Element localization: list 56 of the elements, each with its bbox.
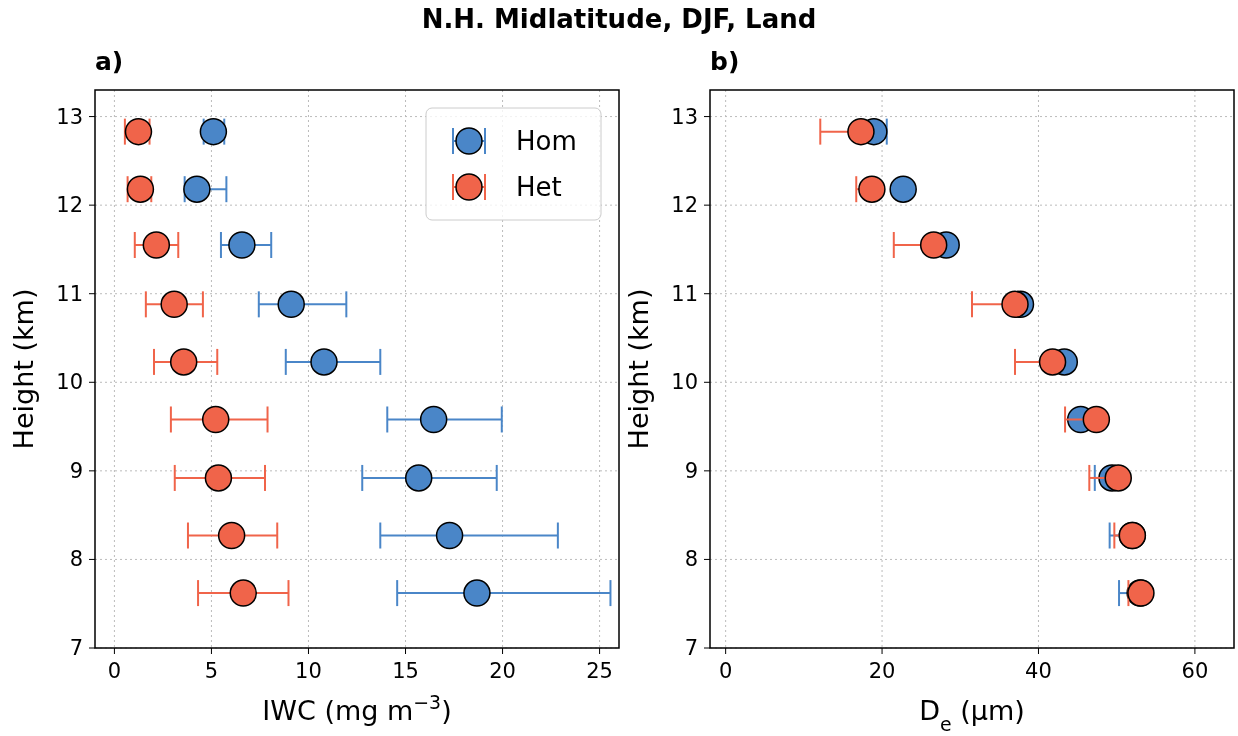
y-tick-label: 11 [56, 281, 83, 306]
point [1104, 464, 1132, 492]
point [404, 464, 433, 492]
point [183, 175, 211, 203]
x-tick-label: 25 [586, 659, 613, 683]
y-axis-title: Height (km) [8, 288, 39, 450]
point [1038, 348, 1067, 376]
point [201, 405, 230, 434]
y-tick-label: 9 [69, 458, 83, 483]
x-tick-label: 20 [489, 659, 516, 683]
y-tick-label: 7 [69, 636, 83, 660]
x-axis-title: D$_{e}$ (µm) [919, 695, 1025, 735]
point [277, 290, 305, 319]
y-tick-label: 13 [56, 104, 83, 129]
y-tick-label: 11 [671, 281, 698, 306]
point [228, 231, 256, 259]
point [858, 175, 886, 203]
y-tick-label: 12 [671, 193, 698, 218]
point [169, 348, 198, 376]
y-tick-label: 13 [671, 104, 698, 129]
y-tick-label: 8 [684, 547, 698, 572]
y-tick-label: 9 [684, 458, 698, 483]
y-axis-title: Height (km) [623, 288, 654, 450]
point [160, 290, 188, 319]
legend-label: Het [516, 172, 562, 202]
point [1082, 405, 1111, 434]
point [142, 231, 171, 259]
x-tick-label: 0 [107, 659, 122, 683]
point [419, 405, 448, 434]
x-tick-label: 60 [1181, 659, 1209, 683]
y-tick-label: 7 [684, 636, 698, 660]
point [435, 521, 464, 550]
point [217, 521, 246, 550]
x-tick-label: 20 [868, 659, 896, 683]
chart-title: b) [710, 47, 740, 76]
point [1001, 290, 1029, 319]
legend-label: Hom [516, 126, 577, 156]
y-tick-label: 10 [56, 370, 83, 395]
x-axis-title: IWC (mg m$^{−3}$) [262, 691, 452, 726]
point [229, 579, 258, 607]
point [204, 464, 233, 492]
point [889, 175, 917, 203]
x-tick-label: 0 [718, 659, 733, 683]
text: N.H. Midlatitude, DJF, Land [421, 4, 817, 34]
y-tick-label: 8 [69, 547, 83, 572]
point [310, 348, 338, 376]
point [463, 579, 491, 607]
x-tick-label: 5 [204, 659, 219, 683]
x-tick-label: 10 [295, 659, 322, 683]
x-tick-label: 40 [1025, 659, 1052, 683]
y-tick-label: 10 [671, 370, 698, 395]
x-tick-label: 15 [392, 659, 419, 683]
chart-title: a) [95, 47, 124, 76]
point [847, 117, 875, 146]
point [919, 231, 948, 259]
y-tick-label: 12 [56, 193, 83, 218]
